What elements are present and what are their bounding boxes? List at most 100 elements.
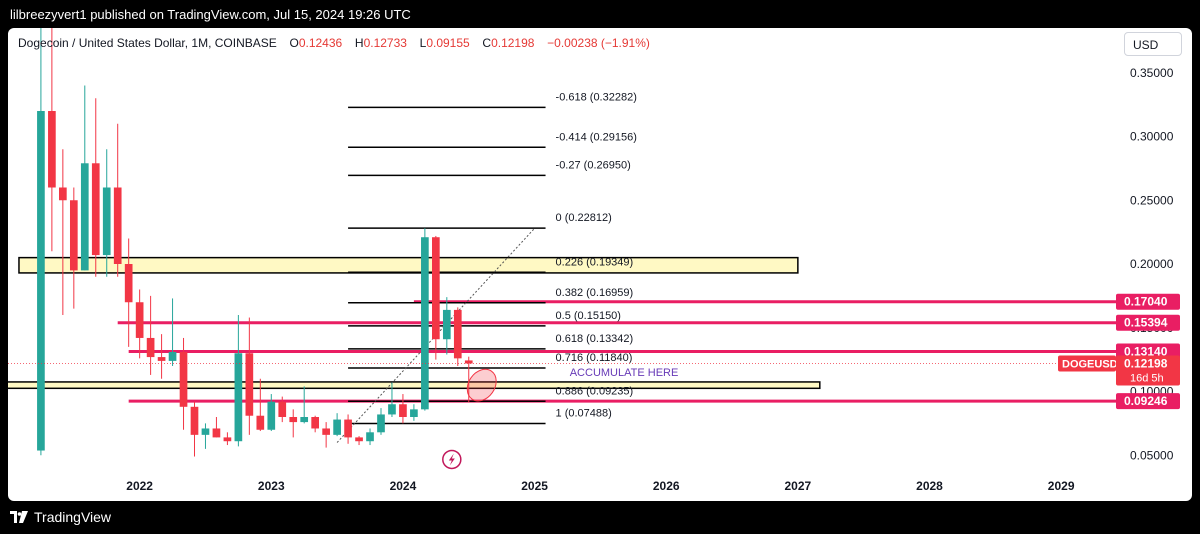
fib-label: 0.716 (0.11840) xyxy=(556,352,633,364)
level-price-label: 0.09246 xyxy=(1124,394,1168,408)
tradingview-logo-icon xyxy=(10,511,28,523)
candle-body xyxy=(37,111,45,451)
candle-body xyxy=(278,401,287,417)
candle-body xyxy=(366,432,374,442)
level-price-label: 0.17040 xyxy=(1124,295,1168,309)
candle-body xyxy=(124,264,133,303)
candle-body xyxy=(432,237,440,340)
candle-body xyxy=(453,309,462,359)
y-tick-label: 0.35000 xyxy=(1130,66,1174,80)
y-tick-label: 0.20000 xyxy=(1130,257,1174,271)
x-tick-label: 2028 xyxy=(916,479,943,493)
candle-body xyxy=(410,409,418,417)
candle-body xyxy=(388,404,396,415)
candle-body xyxy=(355,437,363,442)
change-value: −0.00238 (−1.91%) xyxy=(547,36,650,50)
symbol-legend: Dogecoin / United States Dollar, 1M, COI… xyxy=(18,36,650,50)
publisher-bar: lilbreezyvert1 published on TradingView.… xyxy=(0,0,1200,28)
open-value: 0.12436 xyxy=(298,36,343,50)
symbol-name: Dogecoin / United States Dollar, 1M, COI… xyxy=(18,36,277,50)
candle-body xyxy=(157,357,166,361)
close-value: 0.12198 xyxy=(491,36,535,50)
chart-card[interactable]: -0.618 (0.32282) -0.414 (0.29156) -0.27 (0… xyxy=(8,28,1192,501)
level-price-tag xyxy=(1116,393,1180,410)
x-tick-label: 2029 xyxy=(1048,479,1075,493)
level-price-tag xyxy=(1116,314,1180,331)
candle-body xyxy=(135,302,144,338)
level-price-tag xyxy=(1116,293,1180,310)
fib-label: 0.618 (0.13342) xyxy=(556,333,634,345)
candle-body xyxy=(421,237,429,410)
candle-body xyxy=(212,428,221,438)
candle-body xyxy=(377,414,385,433)
level-price-tag xyxy=(1116,343,1180,360)
x-tick-label: 2022 xyxy=(126,479,153,493)
candle-body xyxy=(80,163,89,271)
candle-body xyxy=(102,187,111,256)
close-label: C xyxy=(482,36,492,50)
fib-label: 0.886 (0.09235) xyxy=(556,385,634,397)
candle-body xyxy=(91,163,100,256)
y-tick-label: 0.25000 xyxy=(1130,193,1174,207)
symbol-tag xyxy=(1058,355,1116,372)
candle-body xyxy=(223,437,232,442)
fib-label: -0.618 (0.32282) xyxy=(556,91,637,103)
low-value: 0.09155 xyxy=(426,36,470,50)
fib-label: 0 (0.22812) xyxy=(556,212,612,224)
y-tick-label: 0.05000 xyxy=(1130,448,1174,462)
x-tick-label: 2027 xyxy=(785,479,812,493)
accumulate-annotation: ACCUMULATE HERE xyxy=(570,367,679,379)
candle-body xyxy=(234,353,243,442)
publisher-text: lilbreezyvert1 published on TradingView.… xyxy=(10,7,411,22)
level-price-label: 0.13140 xyxy=(1124,344,1168,358)
countdown-label: 16d 5h xyxy=(1130,372,1164,384)
candle-body xyxy=(333,419,341,435)
candle-body xyxy=(256,415,265,430)
x-tick-label: 2024 xyxy=(390,479,417,493)
candle-body xyxy=(190,406,199,435)
high-label: H xyxy=(354,36,364,50)
fib-label: 0.5 (0.15150) xyxy=(556,310,621,322)
fib-label: -0.27 (0.26950) xyxy=(556,159,631,171)
fib-label: -0.414 (0.29156) xyxy=(556,131,637,143)
fib-label: 1 (0.07488) xyxy=(556,408,612,420)
footer-bar: TradingView xyxy=(0,501,1200,534)
price-chart[interactable]: -0.618 (0.32282) -0.414 (0.29156) -0.27 (0… xyxy=(8,28,1192,501)
candle-body xyxy=(322,428,330,435)
support-zone xyxy=(18,256,799,274)
fib-label: 0.382 (0.16959) xyxy=(556,287,634,299)
candle-body xyxy=(344,419,352,438)
candle-body xyxy=(179,351,188,407)
last-price-tag xyxy=(1116,355,1180,386)
candle-body xyxy=(289,417,298,423)
accumulate-ellipse xyxy=(466,368,497,402)
lightning-bolt xyxy=(448,453,455,466)
candle-body xyxy=(168,351,177,361)
candle-body xyxy=(69,200,78,271)
candle-body xyxy=(146,337,155,358)
x-tick-label: 2025 xyxy=(521,479,548,493)
candle-body xyxy=(442,309,451,340)
x-tick-label: 2023 xyxy=(258,479,285,493)
candle-body xyxy=(300,417,309,423)
y-tick-label: 0.30000 xyxy=(1130,130,1174,144)
candle-body xyxy=(113,187,122,264)
candle-body xyxy=(464,360,473,364)
tradingview-brand: TradingView xyxy=(34,509,112,525)
candle-body xyxy=(399,404,407,417)
fib-label: 0.226 (0.19349) xyxy=(556,256,634,268)
candle-body xyxy=(59,187,67,201)
low-label: L xyxy=(419,36,427,50)
candle-body xyxy=(48,111,56,188)
symbol-tag-label: DOGEUSD xyxy=(1062,358,1118,370)
lightning-icon xyxy=(442,449,462,470)
support-zone xyxy=(8,381,821,390)
open-label: O xyxy=(289,36,299,50)
candle-body xyxy=(245,353,254,416)
candle-body xyxy=(267,401,276,430)
last-price-label: 0.12198 xyxy=(1124,356,1168,370)
tradingview-logo: TradingView xyxy=(10,509,111,525)
currency-button[interactable]: USD xyxy=(1124,32,1182,56)
candle-body xyxy=(201,428,210,435)
x-tick-label: 2026 xyxy=(653,479,680,493)
